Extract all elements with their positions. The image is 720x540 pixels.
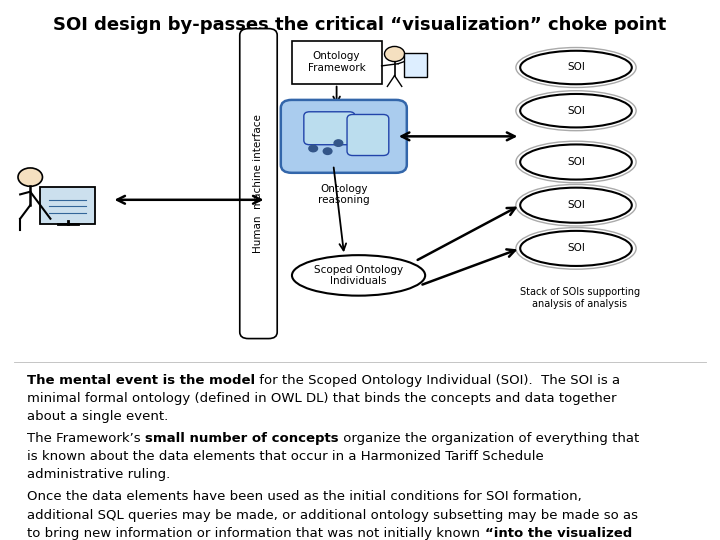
Ellipse shape <box>292 255 425 295</box>
Text: Ontology
reasoning: Ontology reasoning <box>318 184 370 205</box>
Circle shape <box>323 148 332 154</box>
Text: SOI: SOI <box>567 200 585 210</box>
Text: The Framework’s: The Framework’s <box>27 432 145 445</box>
Ellipse shape <box>516 141 636 183</box>
FancyBboxPatch shape <box>40 187 95 224</box>
Text: about a single event.: about a single event. <box>27 410 168 423</box>
Ellipse shape <box>521 187 632 222</box>
Text: SOI: SOI <box>567 106 585 116</box>
Ellipse shape <box>516 48 636 87</box>
Text: Once the data elements have been used as the initial conditions for SOI formatio: Once the data elements have been used as… <box>27 490 582 503</box>
Text: Stack of SOIs supporting
analysis of analysis: Stack of SOIs supporting analysis of ana… <box>520 287 639 309</box>
Text: to bring new information or information that was not initially known: to bring new information or information … <box>27 526 485 540</box>
Text: “into the visualized: “into the visualized <box>485 526 632 540</box>
Circle shape <box>18 168 42 186</box>
FancyBboxPatch shape <box>292 40 382 84</box>
FancyBboxPatch shape <box>304 112 355 145</box>
Ellipse shape <box>516 184 636 226</box>
Text: small number of concepts: small number of concepts <box>145 432 339 445</box>
Circle shape <box>309 145 318 152</box>
Circle shape <box>384 46 405 62</box>
Ellipse shape <box>521 231 632 266</box>
Text: SOI: SOI <box>567 244 585 253</box>
FancyBboxPatch shape <box>281 100 407 173</box>
FancyBboxPatch shape <box>347 114 389 156</box>
Text: administrative ruling.: administrative ruling. <box>27 468 171 482</box>
Text: SOI design by-passes the critical “visualization” choke point: SOI design by-passes the critical “visua… <box>53 16 667 34</box>
Ellipse shape <box>521 144 632 179</box>
Text: for the Scoped Ontology Individual (SOI).  The SOI is a: for the Scoped Ontology Individual (SOI)… <box>256 374 621 387</box>
Text: organize the organization of everything that: organize the organization of everything … <box>339 432 639 445</box>
FancyBboxPatch shape <box>240 29 277 339</box>
Ellipse shape <box>516 227 636 269</box>
Text: The mental event is the model: The mental event is the model <box>27 374 256 387</box>
Text: SOI: SOI <box>567 63 585 72</box>
Text: minimal formal ontology (defined in OWL DL) that binds the concepts and data tog: minimal formal ontology (defined in OWL … <box>27 392 617 405</box>
Ellipse shape <box>516 91 636 131</box>
FancyBboxPatch shape <box>404 53 427 77</box>
Ellipse shape <box>521 51 632 84</box>
Text: SOI: SOI <box>567 157 585 167</box>
Ellipse shape <box>521 94 632 127</box>
Text: is known about the data elements that occur in a Harmonized Tariff Schedule: is known about the data elements that oc… <box>27 450 544 463</box>
Text: Scoped Ontology
Individuals: Scoped Ontology Individuals <box>314 265 403 286</box>
Circle shape <box>334 140 343 146</box>
Text: Ontology
Framework: Ontology Framework <box>307 51 366 73</box>
Text: Human  machine interface: Human machine interface <box>253 114 264 253</box>
Text: additional SQL queries may be made, or additional ontology subsetting may be mad: additional SQL queries may be made, or a… <box>27 509 639 522</box>
